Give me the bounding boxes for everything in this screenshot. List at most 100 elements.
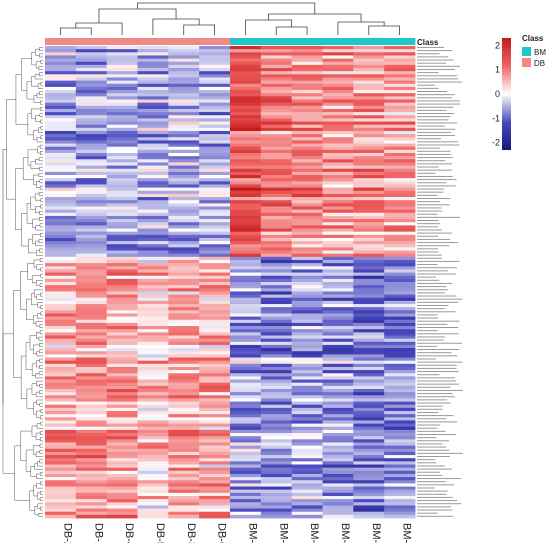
heatmap-cell xyxy=(106,341,138,346)
row-label xyxy=(417,235,438,237)
heatmap-cell xyxy=(384,275,416,280)
heatmap-cell xyxy=(75,206,108,211)
dendrogram-branch xyxy=(39,166,43,171)
heatmap-cell xyxy=(322,137,354,141)
row-label xyxy=(417,503,462,505)
heatmap-cell xyxy=(45,304,77,308)
row-label xyxy=(417,311,456,313)
heatmap-cell xyxy=(199,58,231,63)
heatmap-cell xyxy=(322,354,354,358)
heatmap-cell xyxy=(45,433,77,437)
heatmap-cell xyxy=(230,338,262,343)
row-label xyxy=(417,197,451,199)
heatmap-cell xyxy=(45,278,77,283)
heatmap-cell xyxy=(106,171,138,176)
heatmap-cell xyxy=(45,275,77,280)
heatmap-cell xyxy=(75,470,108,475)
heatmap-cell xyxy=(106,477,138,481)
heatmap-cell xyxy=(168,341,200,346)
heatmap-cell xyxy=(260,366,293,371)
heatmap-cell xyxy=(168,140,200,144)
heatmap-cell xyxy=(353,310,385,314)
dendrogram-branch xyxy=(40,409,43,413)
heatmap-cell xyxy=(45,74,77,78)
dendrogram-branch xyxy=(38,157,43,162)
heatmap-cell xyxy=(168,83,200,88)
heatmap-cell xyxy=(230,127,262,132)
row-label xyxy=(417,163,453,165)
heatmap-cell xyxy=(260,335,293,340)
heatmap-cell xyxy=(106,102,138,107)
heatmap-cell xyxy=(291,348,323,352)
dendrogram-branch xyxy=(35,48,40,56)
heatmap-cell xyxy=(353,420,385,424)
heatmap-cell xyxy=(199,272,231,277)
heatmap-cell xyxy=(106,61,138,66)
heatmap-cell xyxy=(75,329,108,333)
heatmap-cell xyxy=(168,376,200,380)
heatmap-cell xyxy=(75,423,108,428)
heatmap-cell xyxy=(75,442,108,447)
heatmap-cell xyxy=(45,282,77,286)
heatmap-cell xyxy=(137,344,169,349)
heatmap-cell xyxy=(353,237,385,242)
heatmap-cell xyxy=(168,266,200,270)
heatmap-cell xyxy=(45,250,77,255)
heatmap-cell xyxy=(353,190,385,195)
heatmap-cell xyxy=(75,228,108,233)
heatmap-cell xyxy=(75,171,108,176)
heatmap-cell xyxy=(168,278,200,283)
row-label xyxy=(417,317,439,319)
heatmap-cell xyxy=(45,266,77,270)
heatmap-cell xyxy=(199,414,231,418)
heatmap-cell xyxy=(75,458,108,462)
dendrogram-branch xyxy=(35,61,41,69)
dendrogram-branch xyxy=(33,485,38,497)
heatmap-cell xyxy=(322,483,354,487)
heatmap-cell xyxy=(291,451,323,456)
heatmap-cell xyxy=(168,436,200,440)
heatmap-cell xyxy=(260,316,293,321)
heatmap-cell xyxy=(45,363,77,368)
row-label xyxy=(417,153,451,155)
heatmap-cell xyxy=(291,514,323,519)
heatmap-cell xyxy=(230,96,262,100)
heatmap-cell xyxy=(168,256,200,261)
heatmap-cell xyxy=(230,382,262,387)
heatmap-cell xyxy=(260,203,293,207)
heatmap-cell xyxy=(322,190,354,195)
heatmap-cell xyxy=(45,83,77,88)
heatmap-cell xyxy=(75,332,108,336)
heatmap-cell xyxy=(291,193,323,198)
heatmap-cell xyxy=(291,294,323,299)
heatmap-cell xyxy=(45,55,77,59)
heatmap-cell xyxy=(260,156,293,160)
heatmap-cell xyxy=(45,215,77,220)
heatmap-cell xyxy=(384,93,416,97)
heatmap-cell xyxy=(291,448,323,453)
heatmap-cell xyxy=(106,112,138,116)
heatmap-cell xyxy=(199,244,231,248)
column-label: BM-6 xyxy=(401,523,413,543)
heatmap-cell xyxy=(137,96,169,100)
heatmap-cell xyxy=(322,486,354,491)
row-label xyxy=(417,113,455,115)
heatmap-cell xyxy=(106,319,138,324)
heatmap-cell xyxy=(230,366,262,371)
dendrogram-branch xyxy=(31,383,37,395)
dendrogram-branch xyxy=(39,497,43,501)
heatmap-cell xyxy=(75,118,108,122)
dendrogram-branch xyxy=(39,179,43,184)
heatmap-cell xyxy=(384,329,416,333)
heatmap-cell xyxy=(260,376,293,380)
dendrogram-branch xyxy=(35,240,43,247)
heatmap-cell xyxy=(322,222,354,226)
heatmap-cell xyxy=(137,190,169,195)
heatmap-cell xyxy=(106,407,138,412)
heatmap-cell xyxy=(322,297,354,302)
heatmap-cell xyxy=(230,99,262,104)
dendrogram-branch xyxy=(2,148,7,404)
heatmap-cell xyxy=(199,263,231,267)
heatmap-cell xyxy=(260,344,293,349)
